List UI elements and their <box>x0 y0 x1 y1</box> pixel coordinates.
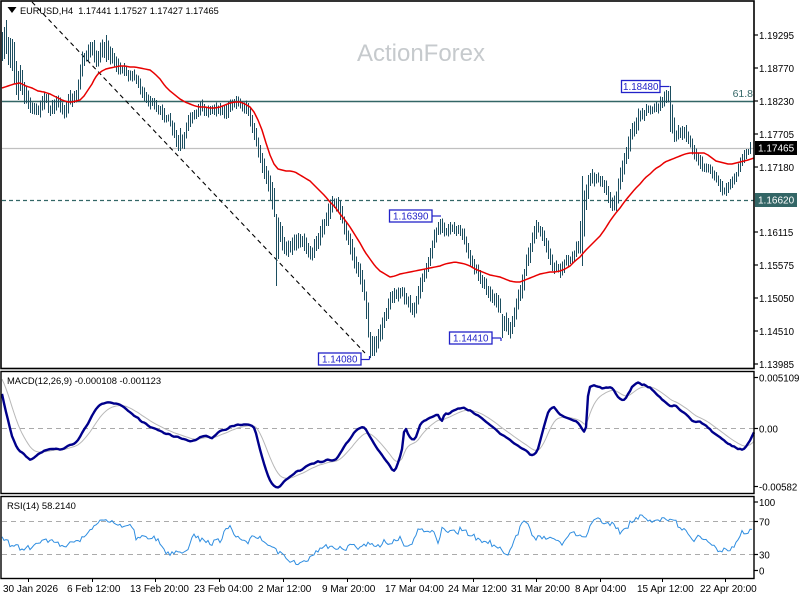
svg-text:ActionForex: ActionForex <box>357 40 485 67</box>
svg-text:24 Mar 12:00: 24 Mar 12:00 <box>448 584 507 595</box>
svg-text:1.18480: 1.18480 <box>623 82 659 93</box>
svg-text:2 Mar 12:00: 2 Mar 12:00 <box>258 584 312 595</box>
svg-text:RSI(14) 58.2140: RSI(14) 58.2140 <box>7 500 76 511</box>
svg-text:100: 100 <box>759 498 776 509</box>
svg-text:13 Feb 20:00: 13 Feb 20:00 <box>130 584 189 595</box>
svg-text:6 Feb 12:00: 6 Feb 12:00 <box>67 584 121 595</box>
svg-text:17 Mar 04:00: 17 Mar 04:00 <box>385 584 444 595</box>
svg-text:-0.00582: -0.00582 <box>759 482 797 493</box>
svg-text:MACD(12,26,9) -0.000108 -0.001: MACD(12,26,9) -0.000108 -0.001123 <box>7 375 161 386</box>
svg-text:0: 0 <box>759 566 765 577</box>
svg-text:9 Mar 20:00: 9 Mar 20:00 <box>322 584 376 595</box>
svg-text:1.15575: 1.15575 <box>759 261 794 272</box>
svg-text:1.16115: 1.16115 <box>759 228 793 239</box>
svg-text:EURUSD,H4 1.17441 1.17527 1.1: EURUSD,H4 1.17441 1.17527 1.17427 1.1746… <box>20 6 219 16</box>
svg-text:70: 70 <box>759 517 770 528</box>
svg-text:0.00: 0.00 <box>759 424 778 435</box>
svg-text:1.14080: 1.14080 <box>322 355 358 366</box>
svg-text:15 Apr 12:00: 15 Apr 12:00 <box>637 584 694 595</box>
svg-text:1.15050: 1.15050 <box>759 294 795 305</box>
svg-text:1.14510: 1.14510 <box>759 327 795 338</box>
svg-text:0.005109: 0.005109 <box>759 373 799 384</box>
svg-text:1.17465: 1.17465 <box>758 144 795 155</box>
svg-text:1.16390: 1.16390 <box>393 212 429 223</box>
svg-text:8 Apr 04:00: 8 Apr 04:00 <box>575 584 627 595</box>
svg-text:31 Mar 20:00: 31 Mar 20:00 <box>511 584 570 595</box>
svg-text:1.17705: 1.17705 <box>759 130 794 141</box>
svg-text:61.8: 61.8 <box>733 88 754 100</box>
svg-text:1.16620: 1.16620 <box>758 196 795 207</box>
svg-text:1.13985: 1.13985 <box>759 360 794 371</box>
svg-text:1.18230: 1.18230 <box>759 97 795 108</box>
svg-text:1.14410: 1.14410 <box>453 334 489 345</box>
svg-text:1.17180: 1.17180 <box>759 163 795 174</box>
svg-text:30: 30 <box>759 550 770 561</box>
svg-text:23 Feb 04:00: 23 Feb 04:00 <box>194 584 253 595</box>
svg-text:22 Apr 20:00: 22 Apr 20:00 <box>700 584 757 595</box>
svg-text:1.19295: 1.19295 <box>759 31 794 42</box>
svg-text:30 Jan 2026: 30 Jan 2026 <box>3 584 58 595</box>
svg-text:1.18770: 1.18770 <box>759 64 795 75</box>
